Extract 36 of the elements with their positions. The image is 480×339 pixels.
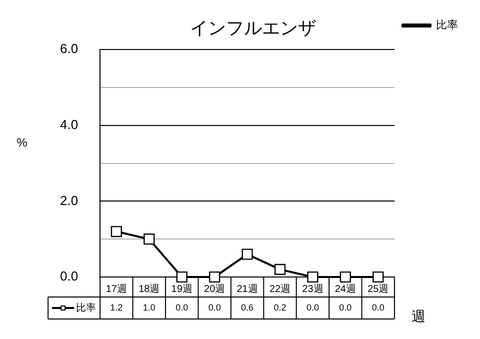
x-tick-label: 18週: [138, 284, 160, 295]
data-label: 1.0: [142, 302, 156, 312]
x-tick-label: 25週: [368, 284, 389, 295]
x-axis-title: 週: [412, 308, 426, 324]
x-tick-label: 20週: [204, 284, 226, 295]
point: [209, 271, 220, 283]
text: 比率: [436, 20, 458, 32]
data-label: 0.6: [241, 302, 254, 312]
point: [307, 271, 318, 283]
y-tick-label: 2.0: [60, 192, 78, 208]
x-tick-label: 24週: [334, 284, 356, 295]
point: [242, 248, 253, 260]
point: [110, 226, 122, 238]
x-tick-label: 21週: [236, 284, 258, 295]
point: [372, 271, 384, 283]
x-tick-label: 23週: [302, 284, 324, 295]
data-label: 0.2: [274, 302, 286, 312]
x-tick-label: 22週: [269, 284, 291, 295]
x-tick-label: 19週: [171, 284, 192, 295]
point: [274, 264, 286, 275]
point: [176, 271, 188, 283]
data-label: 0.0: [339, 302, 352, 312]
data-label: 0.0: [306, 302, 319, 312]
y-tick-label: 6.0: [60, 41, 78, 56]
chart-title: インフルエンザ: [190, 18, 316, 38]
point: [340, 271, 351, 283]
y-tick-label: 4.0: [60, 116, 78, 132]
point: [144, 234, 155, 245]
y-axis-title: %: [16, 136, 28, 150]
data-label: 0.0: [208, 302, 221, 312]
x-tick-label: 17週: [106, 284, 127, 295]
data-label: 0.0: [372, 302, 384, 312]
data-label: 0.0: [176, 302, 188, 312]
legend-label: 比率: [76, 302, 96, 314]
y-tick-label: 0.0: [60, 268, 78, 284]
data-label: 1.2: [110, 302, 123, 312]
